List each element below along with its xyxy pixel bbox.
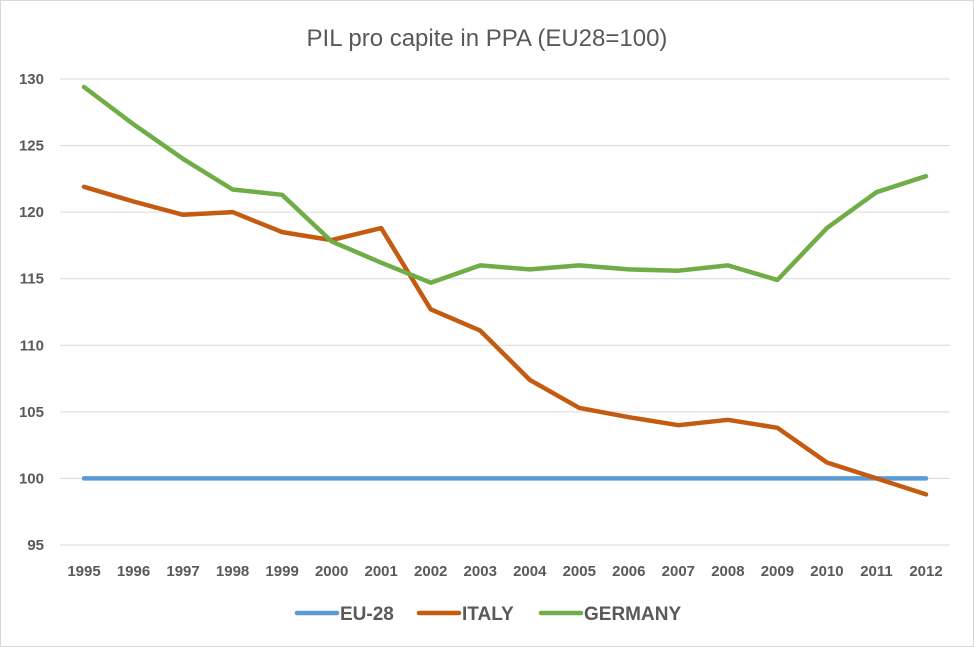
gridlines	[60, 78, 950, 546]
x-tick-label: 2004	[513, 563, 547, 580]
y-tick-label: 125	[19, 138, 44, 155]
x-tick-label: 2011	[860, 563, 893, 580]
y-tick-label: 110	[20, 337, 44, 354]
x-tick-label: 2000	[315, 563, 348, 580]
x-tick-label: 2007	[662, 563, 695, 580]
series-lines	[81, 84, 929, 497]
x-tick-label: 2008	[711, 563, 744, 580]
y-tick-label: 100	[19, 470, 44, 487]
chart-title: PIL pro capite in PPA (EU28=100)	[307, 25, 668, 52]
x-tick-label: 1998	[216, 563, 249, 580]
x-tick-label: 1995	[67, 563, 100, 580]
x-tick-label: 2003	[464, 563, 497, 580]
x-tick-label: 1999	[265, 563, 298, 580]
x-tick-label: 2009	[761, 563, 794, 580]
y-tick-label: 120	[19, 204, 44, 221]
series-line-italy	[81, 184, 929, 497]
x-tick-label: 2002	[414, 563, 447, 580]
x-axis-ticks: 1995 1996 1997 1998 1999 2000 2001 2002 2003 2004…	[67, 563, 942, 580]
x-tick-label: 2006	[612, 563, 645, 580]
legend-item-germany: GERMANY	[538, 604, 681, 625]
y-tick-label: 115	[20, 271, 44, 288]
x-tick-label: 2012	[909, 563, 942, 580]
x-tick-label: 1997	[166, 563, 199, 580]
legend-label: ITALY	[462, 604, 514, 625]
legend-item-eu-28: EU-28	[294, 604, 394, 625]
x-tick-label: 2001	[364, 563, 397, 580]
legend: EU-28 ITALY GERMANY	[294, 604, 681, 625]
y-tick-label: 95	[27, 537, 44, 554]
legend-label: EU-28	[340, 604, 394, 625]
x-tick-label: 2010	[810, 563, 843, 580]
y-tick-label: 130	[19, 71, 44, 88]
x-tick-label: 2005	[563, 563, 596, 580]
x-tick-label: 1996	[117, 563, 150, 580]
legend-label: GERMANY	[584, 604, 681, 625]
y-tick-label: 105	[19, 404, 44, 421]
y-axis-ticks: 95 100 105 110 115 120 125 130	[19, 71, 44, 554]
legend-item-italy: ITALY	[416, 604, 514, 625]
series-line-germany	[81, 84, 929, 285]
